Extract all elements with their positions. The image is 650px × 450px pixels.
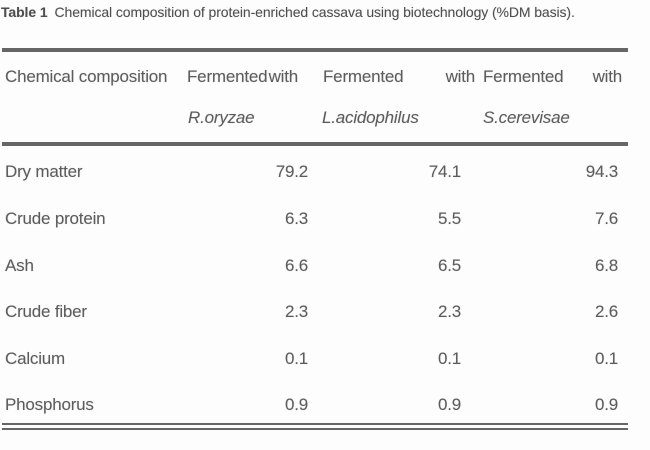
species-name-r-oryzae: R.oryzae [188,108,255,127]
row-value: 7.6 [594,209,618,228]
row-value: 6.3 [284,209,308,228]
table-caption-number: Table 1 [1,4,48,20]
row-label: Phosphorus [5,395,94,414]
row-value: 2.6 [594,302,618,321]
row-value: 6.5 [437,256,461,275]
row-value: 74.1 [428,162,461,181]
species-name-l-acidophilus: L.acidophilus [322,108,419,127]
header-word-fermented: Fermented [323,67,404,86]
table-header-rule [2,142,628,146]
row-value: 0.9 [284,395,308,414]
species-name-s-cerevisae: S.cerevisae [483,108,570,127]
row-label: Crude fiber [5,302,87,321]
row-value: 2.3 [284,302,308,321]
column-header-fermented-roryzae: Fermented with [187,66,298,88]
table-row-crude-fiber: Crude fiber 2.3 2.3 2.6 [0,301,650,323]
table-row-crude-protein: Crude protein 6.3 5.5 7.6 [0,208,650,230]
column-header-chemical-composition: Chemical composition [5,67,168,86]
table-bottom-rule [2,423,628,430]
table-caption: Table 1 Chemical composition of protein-e… [1,4,575,20]
row-value: 0.1 [284,349,308,368]
table-row-ash: Ash 6.6 6.5 6.8 [0,255,650,277]
row-label: Dry matter [5,162,83,181]
row-value: 0.1 [594,349,618,368]
row-value: 0.1 [437,349,461,368]
table-row-phosphorus: Phosphorus 0.9 0.9 0.9 [0,394,650,416]
header-word-with: with [445,67,476,86]
row-value: 6.8 [594,256,618,275]
header-word-with: with [592,67,623,86]
table-top-rule [2,48,628,52]
table-row-calcium: Calcium 0.1 0.1 0.1 [0,348,650,370]
header-word-fermented: Fermented [187,67,268,86]
header-word-with: with [268,67,299,86]
row-value: 6.6 [284,256,308,275]
column-header-fermented-scerevisae: Fermented with [483,66,622,88]
row-value: 79.2 [275,162,308,181]
column-header-fermented-lacidophilus: Fermented with [323,66,475,88]
row-label: Crude protein [5,209,106,228]
row-value: 0.9 [594,395,618,414]
row-value: 94.3 [585,162,618,181]
row-value: 5.5 [437,209,461,228]
table-row-dry-matter: Dry matter 79.2 74.1 94.3 [0,161,650,183]
header-word-fermented: Fermented [483,67,564,86]
row-label: Calcium [5,349,66,368]
row-label: Ash [5,256,34,275]
row-value: 0.9 [437,395,461,414]
row-value: 2.3 [437,302,461,321]
table-caption-text: Chemical composition of protein-enriched… [54,4,575,20]
